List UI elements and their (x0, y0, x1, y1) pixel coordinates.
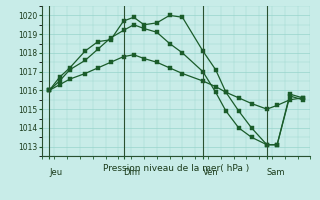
X-axis label: Pression niveau de la mer( hPa ): Pression niveau de la mer( hPa ) (103, 164, 249, 173)
Text: Dim: Dim (124, 168, 140, 177)
Text: Jeu: Jeu (49, 168, 62, 177)
Text: Sam: Sam (267, 168, 285, 177)
Text: Ven: Ven (203, 168, 219, 177)
